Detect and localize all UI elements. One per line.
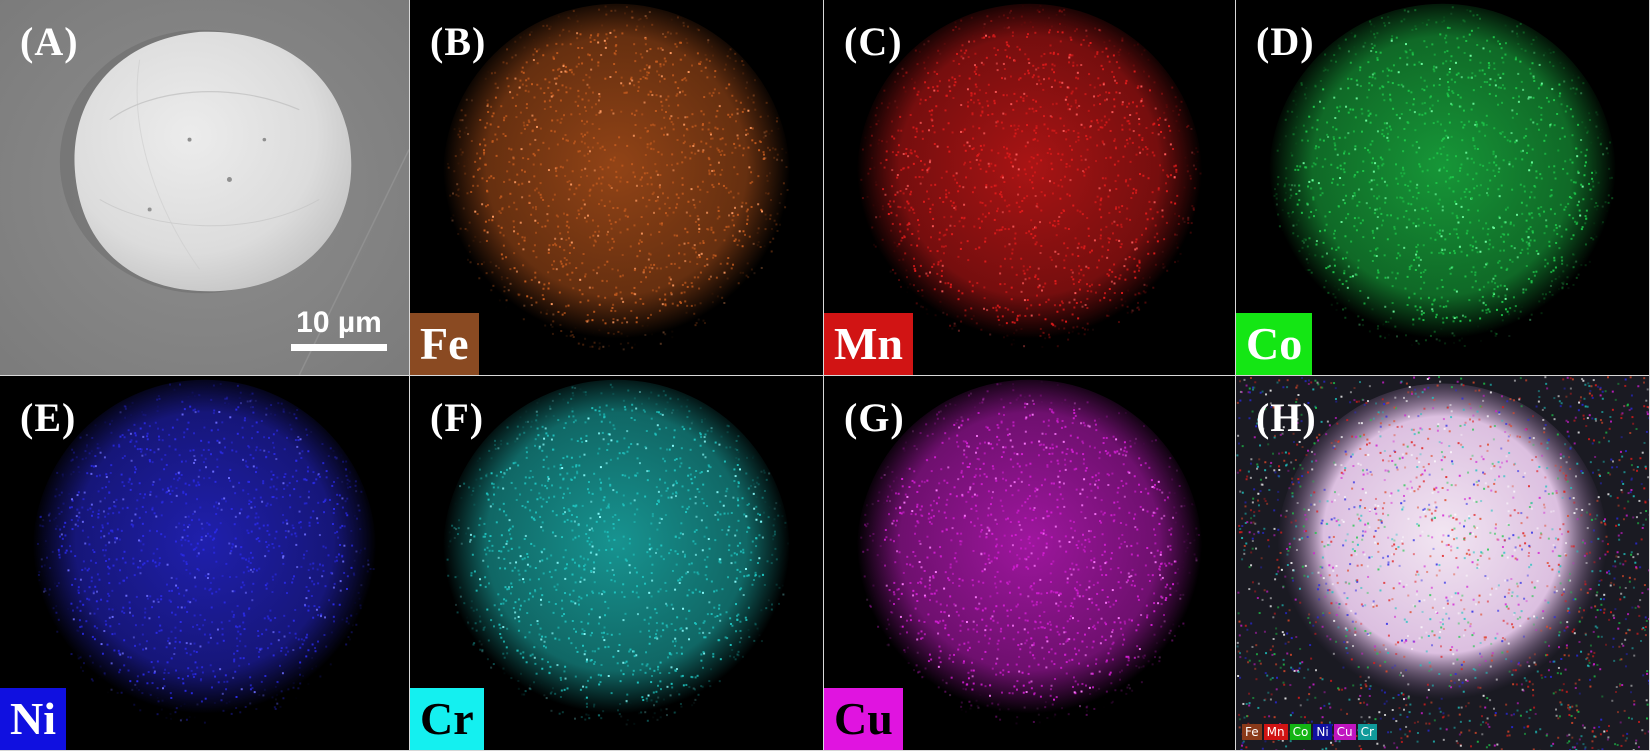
panel-label: (A) xyxy=(20,19,79,64)
panel-a-sem-image: (A) 10 µm xyxy=(0,0,410,376)
legend-item-mn: Mn xyxy=(1263,723,1288,740)
legend-item-ni: Ni xyxy=(1313,723,1332,740)
overlay-element-map xyxy=(1236,376,1649,750)
scale-bar: 10 µm xyxy=(291,308,387,351)
panel-h-overlay-map: (H) Fe Mn Co Ni Cu Cr xyxy=(1236,376,1650,751)
panel-f-cr-map: (F) Cr xyxy=(410,376,824,751)
panel-d-co-map: (D) Co xyxy=(1236,0,1650,376)
panel-label: (G) xyxy=(844,395,905,440)
scale-bar-label: 10 µm xyxy=(296,306,382,339)
element-tag-mn: Mn xyxy=(824,313,913,375)
fe-element-map xyxy=(410,0,823,375)
legend-item-co: Co xyxy=(1289,723,1312,740)
panel-g-cu-map: (G) Cu xyxy=(824,376,1236,751)
panel-c-mn-map: (C) Mn xyxy=(824,0,1236,376)
panel-e-ni-map: (E) Ni xyxy=(0,376,410,751)
overlay-legend: Fe Mn Co Ni Cu Cr xyxy=(1242,723,1377,740)
element-tag-fe: Fe xyxy=(410,313,479,375)
legend-item-cu: Cu xyxy=(1333,723,1356,740)
ni-element-map xyxy=(0,376,409,750)
cu-element-map xyxy=(824,376,1235,750)
mn-element-map xyxy=(824,0,1235,375)
legend-item-fe: Fe xyxy=(1242,723,1262,740)
panel-label: (E) xyxy=(20,395,77,440)
element-tag-co: Co xyxy=(1236,313,1313,375)
element-tag-ni: Ni xyxy=(0,688,66,750)
element-tag-cr: Cr xyxy=(410,688,484,750)
element-tag-cu: Cu xyxy=(824,688,903,750)
panel-b-fe-map: (B) Fe xyxy=(410,0,824,376)
co-element-map xyxy=(1236,0,1649,375)
panel-label: (B) xyxy=(430,19,487,64)
sem-particle-image xyxy=(0,0,409,375)
panel-label: (F) xyxy=(430,395,485,440)
panel-label: (H) xyxy=(1256,395,1317,440)
cr-element-map xyxy=(410,376,823,750)
panel-label: (C) xyxy=(844,19,903,64)
scale-bar-line xyxy=(291,344,387,351)
panel-label: (D) xyxy=(1256,19,1315,64)
legend-item-cr: Cr xyxy=(1357,723,1377,740)
